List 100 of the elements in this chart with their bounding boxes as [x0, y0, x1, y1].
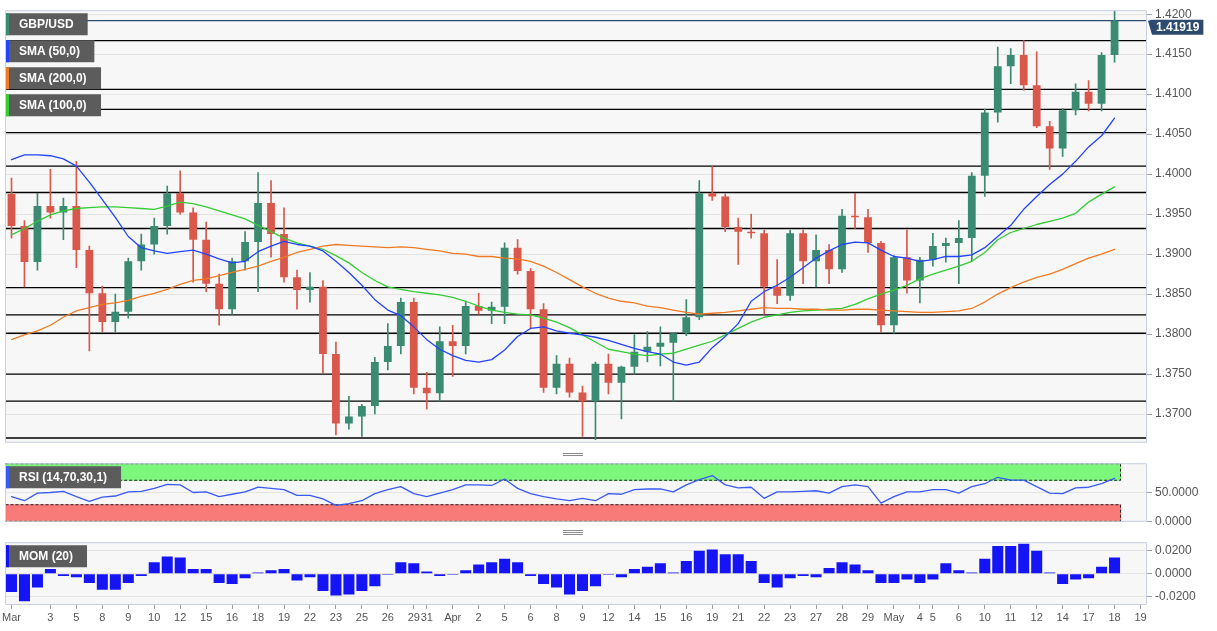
- x-tick-label: 9: [579, 610, 586, 623]
- x-tick-label: Mar: [2, 610, 22, 623]
- bar: [330, 574, 342, 596]
- bar: [1083, 574, 1095, 579]
- bar: [914, 574, 926, 583]
- bar: [758, 574, 770, 583]
- x-tick-label: 5: [73, 610, 80, 623]
- x-tick-label: 5: [929, 610, 936, 623]
- legend-label: RSI (14,70,30,1): [19, 470, 108, 485]
- y-tick-label: 1.4200: [1155, 6, 1193, 21]
- y-tick-label: 1.3700: [1155, 406, 1193, 421]
- bar: [784, 574, 796, 579]
- bar: [564, 574, 576, 595]
- x-tick-label: 23: [329, 610, 343, 623]
- bar: [5, 574, 18, 593]
- ref-line-label: 1.41919: [1156, 19, 1200, 34]
- bar: [538, 574, 550, 585]
- bar: [641, 566, 653, 574]
- bar: [226, 574, 238, 585]
- bar: [512, 562, 524, 574]
- bar: [1109, 557, 1121, 574]
- candlestick: [708, 165, 717, 201]
- bar: [31, 574, 43, 588]
- x-tick-label: 27: [809, 610, 823, 623]
- bar: [654, 563, 666, 574]
- bar: [888, 574, 900, 583]
- x-tick-label: 16: [225, 610, 239, 623]
- bar: [810, 574, 822, 578]
- candlestick: [773, 259, 782, 304]
- x-tick-label: 15: [654, 610, 667, 623]
- x-tick-label: 12: [174, 610, 187, 623]
- candlestick: [448, 324, 457, 377]
- candlestick: [734, 217, 743, 265]
- bar: [499, 558, 511, 574]
- x-tick-label: Apr: [444, 610, 462, 623]
- bar: [615, 574, 627, 578]
- bar: [680, 561, 692, 574]
- bar: [356, 574, 368, 591]
- x-tick-label: 19: [706, 610, 719, 623]
- x-tick-label: 18: [1108, 610, 1121, 623]
- x-tick-label: 14: [1056, 610, 1069, 623]
- legend-label: MOM (20): [19, 549, 74, 564]
- x-tick-label: May: [883, 610, 905, 623]
- y-tick-label: 1.3950: [1155, 206, 1193, 221]
- x-tick-label: 8: [99, 610, 106, 623]
- x-tick-label: 25: [355, 610, 369, 623]
- bar: [1096, 566, 1108, 574]
- bar: [239, 574, 251, 579]
- bar: [1070, 574, 1082, 580]
- x-tick-label: 26: [381, 610, 394, 623]
- bar: [486, 562, 498, 574]
- x-tick-label: 4: [916, 610, 923, 623]
- bar: [369, 574, 381, 587]
- x-tick-label: 9: [125, 610, 132, 623]
- candlestick: [422, 372, 431, 410]
- legend-label: SMA (200,0): [19, 71, 87, 86]
- y-tick-label: 1.3900: [1155, 246, 1193, 261]
- bar: [161, 556, 173, 574]
- candlestick: [306, 272, 314, 303]
- y-tick-label: 0.0000: [1155, 566, 1193, 581]
- bar: [719, 554, 731, 574]
- bar: [706, 549, 718, 574]
- bar: [771, 574, 783, 588]
- x-tick-label: 10: [978, 610, 991, 623]
- bar: [940, 563, 952, 574]
- candlestick: [345, 396, 353, 430]
- x-tick-label: 8: [553, 610, 560, 623]
- y-tick-label: 1.3800: [1155, 326, 1193, 341]
- x-tick-label: 6: [527, 610, 534, 623]
- x-tick-label: 29: [407, 610, 420, 623]
- bar: [317, 574, 329, 591]
- y-tick-label: 1.4150: [1155, 46, 1193, 61]
- bar: [395, 562, 407, 574]
- x-tick-label: 22: [758, 610, 771, 623]
- bar: [148, 562, 160, 574]
- x-tick-label: 22: [303, 610, 317, 623]
- bar: [992, 546, 1004, 574]
- bar: [589, 574, 601, 587]
- candlestick: [954, 220, 963, 284]
- x-tick-label: 28: [835, 610, 849, 623]
- bar: [213, 574, 225, 583]
- x-tick-label: 17: [1082, 610, 1095, 623]
- y-tick-label: 1.3850: [1155, 286, 1193, 301]
- x-tick-label: 19: [1134, 610, 1147, 623]
- x-tick-label: 14: [628, 610, 641, 623]
- x-tick-label: 10: [148, 610, 161, 623]
- bar: [96, 574, 108, 590]
- bar: [83, 574, 95, 583]
- y-tick-label: 1.3750: [1155, 366, 1193, 381]
- y-tick-label: 50.0000: [1155, 484, 1199, 499]
- bar: [122, 574, 134, 583]
- bar: [823, 567, 835, 574]
- x-tick-label: 31: [420, 610, 433, 623]
- y-tick-label: 0.0200: [1155, 543, 1193, 558]
- bar: [875, 574, 887, 583]
- y-tick-label: -0.0200: [1155, 589, 1197, 604]
- bar: [44, 569, 56, 574]
- bar: [265, 570, 277, 574]
- bar: [1057, 574, 1069, 585]
- x-tick-label: 12: [1030, 610, 1043, 623]
